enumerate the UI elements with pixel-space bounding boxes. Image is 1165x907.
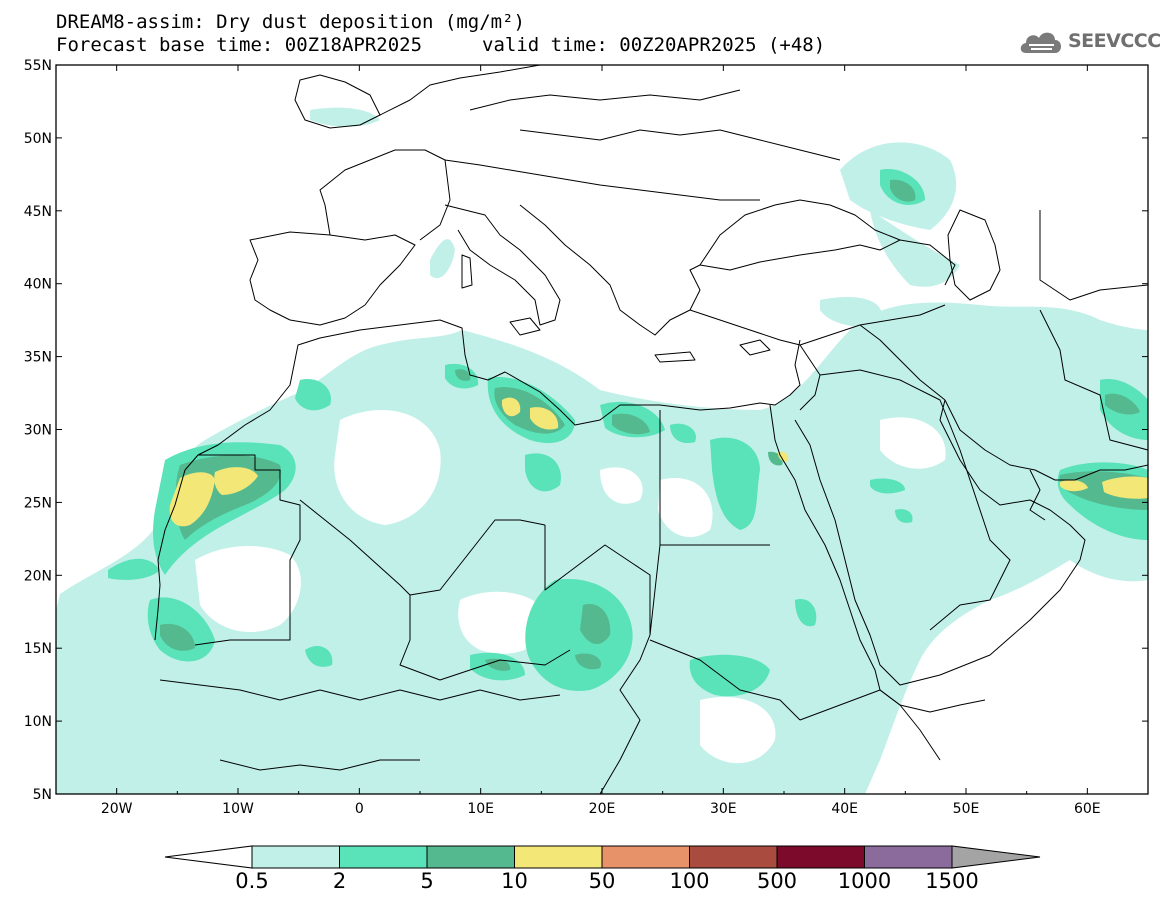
colour-bar-min-arrow: [164, 845, 253, 869]
lat-label: 30N: [24, 423, 52, 439]
coastline-red-sea-east: [794, 399, 1086, 686]
border-mauritania: [194, 454, 301, 646]
colour-bar-cell: [514, 845, 603, 869]
coastline-sicily: [509, 317, 541, 336]
lat-label: 35N: [24, 350, 52, 366]
coastline-gulf-of-oman: [1029, 469, 1046, 521]
lat-label: 45N: [24, 204, 52, 220]
colour-bar-label: 1000: [838, 869, 891, 893]
border-south-sudan: [649, 639, 801, 721]
lon-label: 10E: [467, 801, 494, 817]
colour-bar-label: 100: [669, 869, 709, 893]
coastline-balkans: [519, 204, 956, 336]
cloud-icon: [1020, 32, 1061, 53]
border-saudi: [819, 369, 1011, 631]
colour-bar-cell: [601, 845, 690, 869]
lat-label: 15N: [24, 641, 52, 657]
lon-label: 20E: [589, 801, 616, 817]
border-iraq-iran: [859, 324, 946, 401]
coastline-anatolia: [689, 304, 946, 346]
deposition-field: [56, 65, 1148, 794]
colour-bar-label: 50: [589, 869, 616, 893]
colour-bar-label: 10: [501, 869, 528, 893]
coastline-north-europe: [379, 65, 541, 116]
colour-bar-label: 500: [757, 869, 797, 893]
coastline-italy: [444, 204, 561, 326]
forecast-base-time: Forecast base time: 00Z18APR2025: [56, 34, 423, 56]
border-ethiopia: [799, 689, 941, 761]
coastline-black-sea: [699, 199, 901, 266]
lat-label: 55N: [24, 58, 52, 74]
coastline-persian-gulf: [944, 399, 1148, 481]
level-10-shading: [169, 397, 1148, 527]
coastline-iberia: [249, 231, 416, 326]
longitude-axis: 20W 10W 0 10E 20E 30E 40E 50E 60E: [101, 801, 1101, 817]
lon-label: 50E: [953, 801, 980, 817]
border-gulf-of-guinea: [219, 759, 420, 771]
border-sudan-chad: [599, 634, 651, 794]
coastline-caspian: [947, 209, 1001, 301]
lon-label: 40E: [831, 801, 858, 817]
colour-bar: 0.5 2 5 10 50 100 500 1000 1500: [164, 845, 1041, 893]
latitude-axis: 55N 50N 45N 40N 35N 30N 25N 20N 15N 10N 5N: [24, 58, 52, 803]
colour-bar-cell: [426, 845, 515, 869]
coastline-africa: [154, 319, 801, 641]
colour-bar-label: 2: [333, 869, 346, 893]
logo-text: SEEVCCC: [1068, 30, 1161, 52]
lat-label: 50N: [24, 131, 52, 147]
axis-ticks: [55, 64, 1149, 795]
colour-bar-cell: [864, 845, 953, 869]
lat-label: 40N: [24, 277, 52, 293]
colour-bar-max-arrow: [951, 845, 1041, 869]
lat-label: 5N: [33, 787, 52, 803]
lat-label: 25N: [24, 495, 52, 511]
colour-bar-cell: [251, 845, 340, 869]
colour-bar-cell: [776, 845, 865, 869]
colour-bar-label: 0.5: [235, 869, 268, 893]
coastline-red-sea-west: [769, 404, 986, 713]
coastline-france: [319, 149, 451, 241]
border-europe-1: [444, 159, 760, 201]
border-mali-algeria: [299, 499, 546, 596]
valid-time: valid time: 00Z20APR2025 (+48): [482, 34, 826, 56]
coastline-crete: [654, 351, 696, 363]
border-niger-chad: [399, 595, 571, 681]
colour-bar-cell: [339, 845, 428, 869]
colour-bar-label: 1500: [925, 869, 978, 893]
lon-label: 60E: [1074, 801, 1101, 817]
border-egypt-sudan: [659, 410, 770, 546]
coastline-sardinia: [461, 254, 473, 289]
lon-label: 30E: [710, 801, 737, 817]
coastline-cyprus: [739, 339, 771, 356]
lon-label: 20W: [101, 801, 133, 817]
border-iran-afghanistan: [1039, 309, 1148, 451]
lon-label: 10W: [222, 801, 254, 817]
lat-label: 20N: [24, 568, 52, 584]
coastlines-borders: [154, 65, 1148, 794]
border-west-africa-south: [159, 679, 561, 701]
colour-bar-cell: [689, 845, 778, 869]
border-kazakhstan: [1039, 210, 1148, 301]
colour-bar-label: 5: [420, 869, 433, 893]
coastline-britain: [294, 74, 381, 129]
border-europe-3: [469, 89, 741, 111]
lon-label: 0: [355, 801, 364, 817]
lat-label: 10N: [24, 714, 52, 730]
seevccc-logo: SEEVCCC: [1018, 26, 1161, 56]
map-title: DREAM8-assim: Dry dust deposition (mg/m²…: [56, 11, 525, 33]
border-europe-2: [519, 129, 841, 161]
